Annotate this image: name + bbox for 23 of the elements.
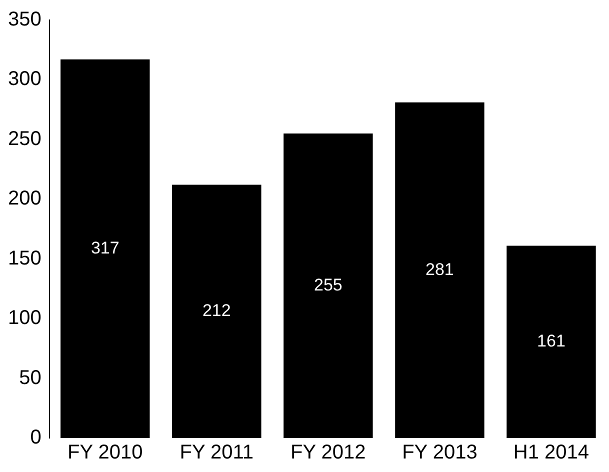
data-label: 317 xyxy=(90,238,120,258)
bar xyxy=(172,184,262,438)
data-label: 212 xyxy=(202,301,231,320)
x-tick-label: FY 2010 xyxy=(68,442,143,464)
y-tick-label: 250 xyxy=(8,128,42,150)
x-tick-label: FY 2013 xyxy=(402,442,478,464)
x-tick-label: FY 2011 xyxy=(180,442,254,464)
x-tick-label: FY 2012 xyxy=(290,442,366,464)
data-label: 161 xyxy=(537,332,566,351)
bar xyxy=(506,246,596,438)
bar xyxy=(284,133,373,438)
data-label: 281 xyxy=(426,260,454,279)
y-tick-label: 350 xyxy=(8,8,42,31)
y-tick-label: 150 xyxy=(8,247,42,270)
bar xyxy=(395,102,484,438)
bar xyxy=(60,59,150,438)
data-label: 255 xyxy=(314,275,342,294)
y-tick-label: 200 xyxy=(8,188,42,210)
y-tick-label: 100 xyxy=(8,307,42,330)
x-tick-label: H1 2014 xyxy=(513,442,590,464)
y-tick-label: 50 xyxy=(19,366,42,389)
y-tick-label: 0 xyxy=(30,426,42,449)
y-tick-label: 300 xyxy=(8,68,42,90)
